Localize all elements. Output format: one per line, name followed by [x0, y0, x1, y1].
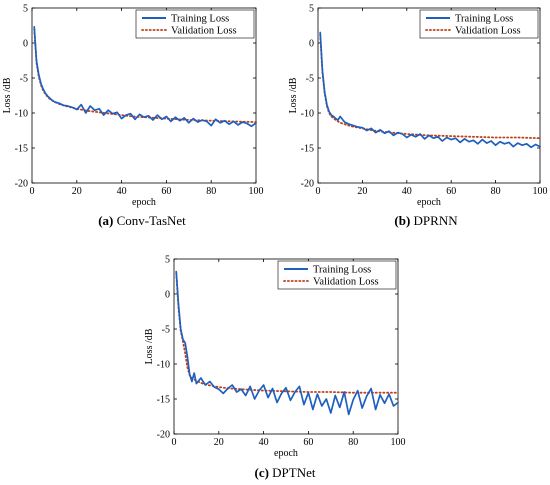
y-tick-label: 5 — [165, 255, 170, 266]
y-tick-label: -10 — [157, 360, 170, 371]
legend-box — [135, 9, 255, 39]
panel-caption: (b) DPRNN — [394, 213, 458, 228]
y-tick-label: -5 — [306, 74, 314, 85]
panel-caption: (c) DPTNet — [254, 465, 315, 480]
x-tick-label: 80 — [491, 186, 501, 197]
validation-loss-line — [175, 272, 399, 394]
validation-loss-line — [319, 33, 541, 140]
training-loss-line — [319, 31, 541, 149]
validation-loss-line — [33, 28, 257, 123]
x-axis-label: epoch — [132, 197, 156, 208]
y-tick-label: -10 — [15, 109, 28, 120]
x-tick-label: 60 — [161, 186, 171, 197]
y-tick-label: -5 — [20, 74, 28, 85]
x-tick-label: 0 — [316, 186, 321, 197]
legend-label: Validation Loss — [313, 277, 379, 288]
x-tick-label: 100 — [249, 186, 264, 197]
y-tick-label: 0 — [23, 39, 28, 50]
x-tick-label: 60 — [446, 186, 456, 197]
x-tick-label: 20 — [214, 437, 224, 448]
y-tick-label: -20 — [157, 430, 170, 441]
x-tick-label: 40 — [259, 437, 269, 448]
x-tick-label: 20 — [72, 186, 82, 197]
x-tick-label: 40 — [117, 186, 127, 197]
x-tick-label: 80 — [206, 186, 216, 197]
y-axis-label: Loss /dB — [288, 77, 299, 113]
plot-frame — [173, 258, 399, 435]
caption-label: (c) — [254, 465, 268, 480]
x-tick-label: 60 — [303, 437, 313, 448]
y-tick-label: -20 — [15, 179, 28, 190]
y-tick-label: 5 — [309, 4, 314, 15]
y-tick-label: 0 — [309, 39, 314, 50]
legend-label: Validation Loss — [171, 26, 237, 37]
legend-label: Training Loss — [171, 14, 229, 25]
plot-frame — [31, 7, 257, 184]
caption-text: DPTNet — [269, 465, 316, 480]
y-tick-label: -20 — [301, 179, 314, 190]
y-tick-label: 5 — [23, 4, 28, 15]
legend-label: Training Loss — [313, 265, 371, 276]
x-tick-label: 100 — [533, 186, 548, 197]
chart-panel-0: 0 20 40 60 80 100 5 0 -5 -10 -15 -20 epoch Loss /dB Tr… — [2, 4, 264, 229]
legend-box — [419, 9, 539, 39]
y-tick-label: -15 — [157, 395, 170, 406]
caption-label: (b) — [394, 213, 410, 228]
training-loss-line — [175, 270, 399, 416]
chart-panel-2: 0 20 40 60 80 100 5 0 -5 -10 -15 -20 epoch Loss /dB Tr… — [144, 255, 406, 481]
y-axis-label: Loss /dB — [144, 328, 155, 364]
y-tick-label: -15 — [15, 144, 28, 155]
plot-frame — [317, 7, 541, 184]
x-tick-label: 0 — [172, 437, 177, 448]
x-tick-label: 80 — [348, 437, 358, 448]
legend-box — [277, 260, 397, 290]
x-axis-label: epoch — [274, 448, 298, 459]
caption-text: DPRNN — [410, 213, 458, 228]
caption-text: Conv-TasNet — [113, 213, 186, 228]
y-axis-label: Loss /dB — [2, 77, 13, 113]
y-tick-label: -15 — [301, 144, 314, 155]
x-tick-label: 40 — [402, 186, 412, 197]
y-tick-label: -5 — [162, 325, 170, 336]
x-tick-label: 0 — [30, 186, 35, 197]
legend-label: Training Loss — [455, 14, 513, 25]
x-tick-label: 100 — [391, 437, 406, 448]
x-tick-label: 20 — [357, 186, 367, 197]
panel-caption: (a) Conv-TasNet — [98, 213, 186, 228]
y-tick-label: 0 — [165, 290, 170, 301]
chart-panel-1: 0 20 40 60 80 100 5 0 -5 -10 -15 -20 epoch Loss /dB Tr… — [288, 4, 548, 229]
x-axis-label: epoch — [417, 197, 441, 208]
legend-label: Validation Loss — [455, 26, 521, 37]
caption-label: (a) — [98, 213, 113, 228]
y-tick-label: -10 — [301, 109, 314, 120]
training-loss-line — [33, 26, 257, 128]
